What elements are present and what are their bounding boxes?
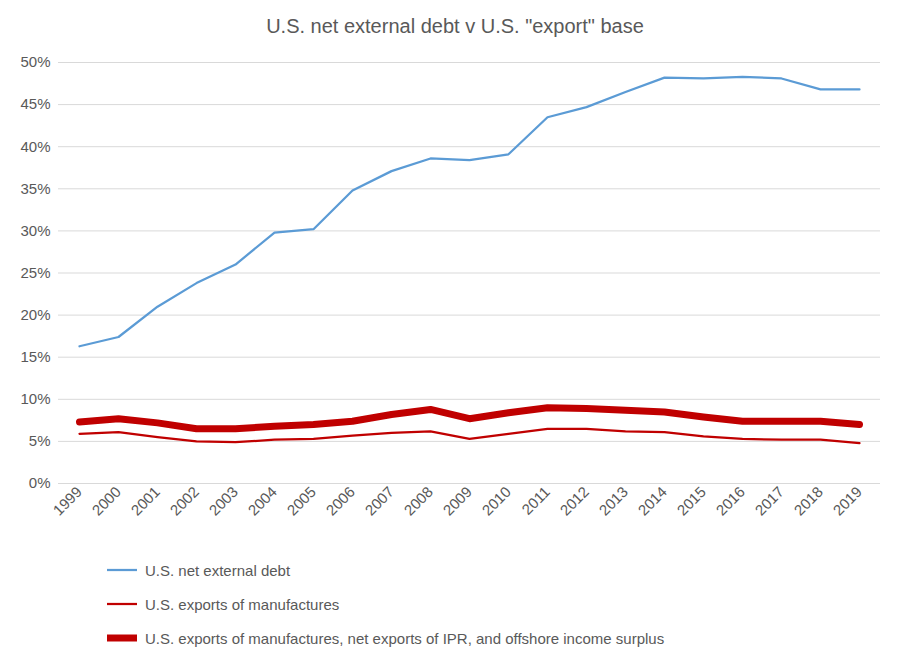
svg-text:2012: 2012 [556, 483, 592, 519]
svg-text:10%: 10% [20, 390, 50, 407]
svg-text:2000: 2000 [88, 483, 124, 519]
svg-text:25%: 25% [20, 264, 50, 281]
svg-text:2001: 2001 [127, 483, 163, 519]
svg-text:20%: 20% [20, 306, 50, 323]
svg-text:2017: 2017 [751, 483, 787, 519]
svg-text:0%: 0% [29, 474, 51, 491]
svg-text:2011: 2011 [518, 483, 553, 518]
svg-text:50%: 50% [20, 53, 50, 70]
svg-text:2010: 2010 [478, 483, 514, 519]
html-text:U.S. net external debt: U.S. net external debt [145, 561, 291, 579]
svg-text:15%: 15% [20, 348, 50, 365]
svg-text:2003: 2003 [205, 483, 241, 519]
svg-text:2013: 2013 [595, 483, 631, 519]
svg-text:2004: 2004 [244, 483, 280, 519]
svg-text:2016: 2016 [712, 483, 748, 519]
svg-text:1999: 1999 [49, 483, 85, 519]
svg-text:35%: 35% [20, 180, 50, 197]
html-text:U.S. exports of manufactures,: U.S. exports of manufactures, net export… [145, 629, 665, 647]
svg-text:2002: 2002 [166, 483, 202, 519]
svg-text:30%: 30% [20, 222, 50, 239]
svg-text:2019: 2019 [829, 483, 865, 519]
svg-text:40%: 40% [20, 138, 50, 155]
svg-text:2008: 2008 [400, 483, 436, 519]
svg-text:2006: 2006 [322, 483, 358, 519]
svg-text:2014: 2014 [634, 483, 670, 519]
html-text:U.S. exports of manufactures: U.S. exports of manufactures [145, 595, 340, 613]
svg-text:2018: 2018 [790, 483, 826, 519]
svg-text:2009: 2009 [439, 483, 475, 519]
svg-text:2015: 2015 [673, 483, 709, 519]
svg-text:45%: 45% [20, 95, 50, 112]
svg-text:2007: 2007 [361, 483, 397, 519]
html-text:U.S. net external debt v U.S.: U.S. net external debt v U.S. "export" b… [266, 15, 644, 37]
svg-text:5%: 5% [29, 432, 51, 449]
svg-text:2005: 2005 [283, 483, 319, 519]
